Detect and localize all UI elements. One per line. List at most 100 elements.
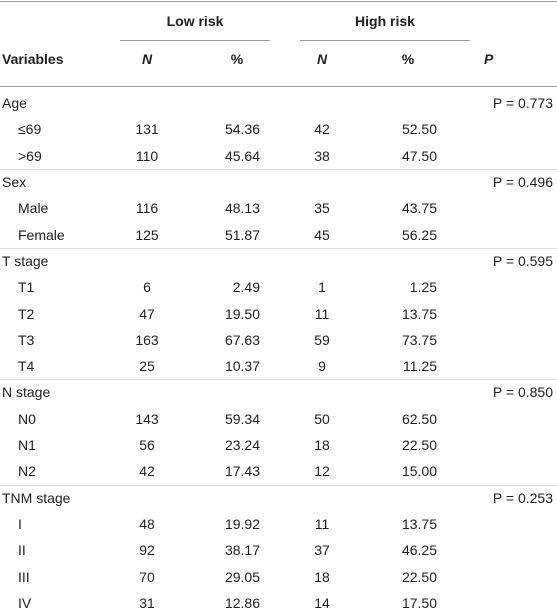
- cell: 42: [314, 121, 330, 138]
- cell: 31: [139, 594, 155, 611]
- cell: 18: [314, 568, 330, 585]
- cell: 125: [135, 226, 159, 243]
- cell: 19.50: [224, 305, 260, 322]
- cell: 25: [139, 358, 155, 375]
- row-label: II: [18, 542, 26, 559]
- cell: 11.25: [403, 358, 437, 375]
- cell: 6: [143, 279, 151, 296]
- group-header: Low risk: [166, 13, 224, 29]
- cell: 42: [139, 463, 155, 480]
- row-rule: [0, 247, 557, 249]
- cell: 29.05: [224, 568, 260, 585]
- p-value: P = 0.595: [492, 252, 553, 269]
- row-label: T2: [18, 305, 35, 322]
- p-value: P = 0.253: [492, 489, 553, 506]
- column-header: %: [401, 51, 415, 67]
- group-label: N stage: [2, 384, 51, 401]
- cell: 38.17: [224, 542, 260, 559]
- cell: 143: [135, 410, 159, 427]
- cell: 45: [314, 226, 330, 243]
- cell: 10.37: [224, 358, 260, 375]
- cell: 22.50: [401, 437, 437, 454]
- cell: 47.50: [401, 147, 437, 164]
- column-header: %: [230, 51, 244, 67]
- column-header: P: [484, 51, 494, 67]
- cell: 73.75: [401, 331, 437, 348]
- cell: 23.24: [224, 437, 260, 454]
- cell: 48.13: [224, 200, 260, 217]
- cell: 11: [314, 305, 330, 322]
- p-value: P = 0.773: [492, 95, 553, 112]
- group-rule: [300, 40, 470, 41]
- cell: 13.75: [401, 305, 437, 322]
- cell: 59: [314, 331, 330, 348]
- cell: 56: [139, 437, 155, 454]
- cell: 56.25: [401, 226, 437, 243]
- cell: 59.34: [224, 410, 260, 427]
- group-label: TNM stage: [2, 489, 71, 506]
- row-label: I: [18, 515, 22, 532]
- column-header: Variables: [2, 51, 64, 67]
- p-value: P = 0.496: [492, 174, 553, 191]
- cell: 116: [135, 200, 159, 217]
- cell: 12: [314, 463, 330, 480]
- row-label: ≤69: [18, 121, 42, 138]
- cell: 48: [139, 515, 155, 532]
- header-rule: [0, 86, 557, 87]
- cell: 18: [314, 437, 330, 454]
- cell: 46.25: [401, 542, 437, 559]
- group-label: T stage: [2, 252, 49, 269]
- column-header: N: [141, 51, 153, 67]
- row-label: T4: [18, 358, 35, 375]
- cell: 13.75: [401, 515, 437, 532]
- cell: 38: [314, 147, 330, 164]
- row-label: >69: [18, 147, 42, 164]
- cell: 62.50: [401, 410, 437, 427]
- row-label: N1: [18, 437, 36, 454]
- cell: 54.36: [224, 121, 260, 138]
- cell: 50: [314, 410, 330, 427]
- cell: 12.86: [224, 594, 260, 611]
- cell: 9: [318, 358, 326, 375]
- cell: 52.50: [401, 121, 437, 138]
- row-label: Male: [18, 200, 49, 217]
- cell: 37: [314, 542, 330, 559]
- group-label: Age: [2, 95, 27, 112]
- row-label: T1: [18, 279, 35, 296]
- cell: 17.43: [224, 463, 260, 480]
- row-rule: [0, 379, 557, 381]
- row-label: III: [18, 568, 30, 585]
- cell: 110: [135, 147, 159, 164]
- group-label: Sex: [2, 174, 27, 191]
- row-rule: [0, 168, 557, 170]
- cell: 11: [314, 515, 330, 532]
- row-label: IV: [18, 594, 32, 611]
- cell: 70: [139, 568, 155, 585]
- cell: 14: [314, 594, 330, 611]
- cell: 2.49: [232, 279, 260, 296]
- cell: 15.00: [401, 463, 437, 480]
- cell: 22.50: [401, 568, 437, 585]
- cell: 1.25: [409, 279, 437, 296]
- row-label: N0: [18, 410, 36, 427]
- cell: 131: [135, 121, 159, 138]
- row-rule: [0, 484, 557, 486]
- cell: 163: [135, 331, 159, 348]
- top-rule: [0, 1, 557, 2]
- cell: 45.64: [224, 147, 260, 164]
- cell: 47: [139, 305, 155, 322]
- column-header: N: [316, 51, 328, 67]
- p-value: P = 0.850: [492, 384, 553, 401]
- cell: 92: [139, 542, 155, 559]
- row-label: N2: [18, 463, 36, 480]
- cell: 35: [314, 200, 330, 217]
- group-rule: [120, 40, 270, 41]
- cell: 51.87: [224, 226, 260, 243]
- cell: 1: [318, 279, 326, 296]
- group-header: High risk: [355, 13, 415, 29]
- cell: 67.63: [224, 331, 260, 348]
- cell: 43.75: [401, 200, 437, 217]
- cell: 19.92: [224, 515, 260, 532]
- row-label: T3: [18, 331, 35, 348]
